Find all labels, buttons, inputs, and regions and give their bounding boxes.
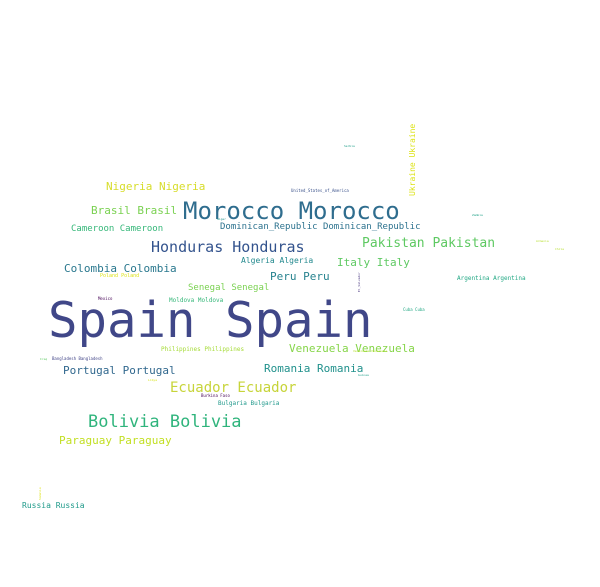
word-philippines: Philippines Philippines bbox=[161, 346, 245, 353]
word-algeria: Algeria Algeria bbox=[241, 256, 314, 265]
word-somalia: Somalia bbox=[38, 487, 42, 500]
word-brasil: Brasil Brasil bbox=[91, 204, 178, 217]
word-dominican-republic: Dominican_Republic Dominican_Republic bbox=[220, 222, 421, 232]
word-venezuela: Venezuela Venezuela bbox=[289, 342, 415, 355]
word-colombia: Colombia Colombia bbox=[64, 262, 177, 275]
word-libya: Libya bbox=[148, 378, 158, 382]
word-cameroon: Cameroon Cameroon bbox=[71, 224, 164, 234]
word-mexico: Mexico bbox=[98, 296, 113, 301]
word-cuba: Cuba Cuba bbox=[403, 307, 425, 312]
word-bolivia: Bolivia Bolivia bbox=[88, 412, 242, 432]
word-paraguay: Paraguay Paraguay bbox=[59, 434, 172, 447]
word-guinea: Guinea bbox=[358, 373, 369, 377]
word-ecuador: Ecuador Ecuador bbox=[170, 380, 297, 396]
word-bangladesh: Bangladesh Bangladesh bbox=[52, 356, 103, 361]
word-honduras: Honduras Honduras bbox=[151, 238, 305, 256]
word-moldova: Moldova Moldova bbox=[169, 297, 224, 304]
word-el-salvador: El_Salvador bbox=[357, 272, 361, 292]
word-venezuela-small: Venezuela Venezuela bbox=[353, 349, 388, 353]
word-spain: Spain Spain bbox=[48, 292, 373, 349]
word-nigeria: Nigeria Nigeria bbox=[106, 180, 206, 193]
word-united-states: United_States_of_America bbox=[291, 188, 349, 193]
word-argentina: Argentina Argentina bbox=[457, 275, 526, 282]
word-chile: Chile bbox=[555, 247, 565, 251]
word-poland: Poland Poland bbox=[100, 273, 140, 279]
word-portugal: Portugal Portugal bbox=[63, 364, 176, 377]
word-ukraine: Ukraine Ukraine bbox=[408, 123, 417, 196]
word-iraq: Iraq bbox=[40, 357, 48, 361]
word-niger: Niger bbox=[217, 217, 227, 221]
word-senegal: Senegal Senegal bbox=[188, 283, 270, 293]
word-morocco: Morocco Morocco bbox=[183, 197, 400, 225]
word-peru: Peru Peru bbox=[270, 270, 330, 283]
word-serbia: Serbia bbox=[344, 144, 355, 148]
word-italy: Italy Italy bbox=[337, 256, 410, 269]
word-zambia: Zambia bbox=[472, 213, 483, 217]
word-armenia: Armenia bbox=[536, 239, 549, 243]
word-burkina-faso: Burkina Faso bbox=[201, 393, 230, 398]
word-pakistan: Pakistan Pakistan bbox=[362, 236, 496, 251]
word-russia: Russia Russia bbox=[22, 501, 85, 510]
word-romania: Romania Romania bbox=[264, 362, 364, 375]
word-bulgaria: Bulgaria Bulgaria bbox=[218, 400, 280, 407]
